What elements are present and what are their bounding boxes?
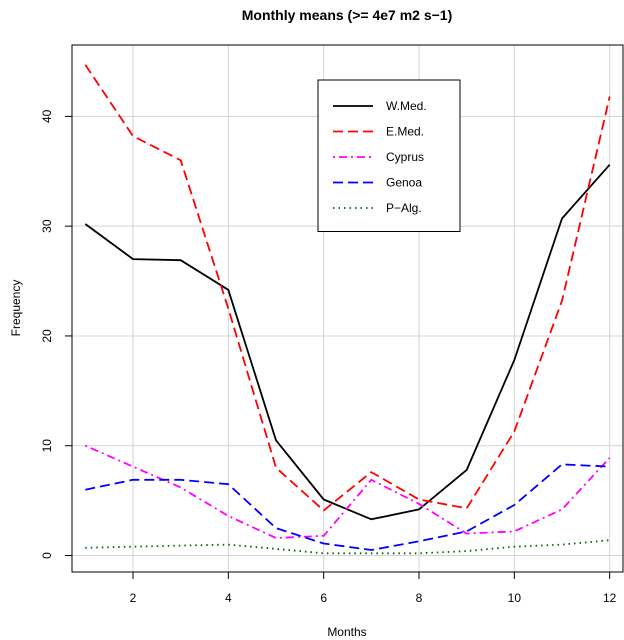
series-line-w-med — [84, 164, 611, 521]
y-axis-label: Frequency — [9, 280, 23, 337]
x-tick-label: 6 — [320, 591, 327, 605]
legend-label: P−Alg. — [386, 201, 422, 215]
plot-frame — [71, 44, 624, 573]
y-tick-label: 40 — [40, 109, 54, 123]
x-tick-label: 4 — [225, 591, 232, 605]
x-tick-label: 10 — [508, 591, 522, 605]
series-line-e-med — [84, 64, 611, 512]
y-tick-label: 10 — [40, 439, 54, 453]
x-tick-label: 2 — [130, 591, 137, 605]
series-line-cyprus — [84, 444, 611, 539]
legend-label: W.Med. — [386, 99, 427, 113]
x-axis-label: Months — [327, 625, 366, 639]
chart-title: Monthly means (>= 4e7 m2 s−1) — [242, 7, 452, 23]
x-tick-label: 12 — [603, 591, 617, 605]
legend: W.Med. E.Med. Cyprus Genoa P−Alg. — [317, 79, 461, 232]
legend-label: E.Med. — [386, 125, 424, 139]
series-lines — [84, 64, 611, 555]
series-line-genoa — [85, 463, 610, 551]
y-tick-label: 20 — [40, 329, 54, 343]
y-tick-label: 0 — [40, 552, 54, 559]
axes: 2 4 6 8 10 12 0 10 20 30 40 — [40, 109, 617, 605]
legend-label: Genoa — [386, 176, 422, 190]
legend-label: Cyprus — [386, 150, 424, 164]
y-tick-label: 30 — [40, 219, 54, 233]
series-line-p-alg — [85, 539, 610, 555]
x-tick-label: 8 — [416, 591, 423, 605]
